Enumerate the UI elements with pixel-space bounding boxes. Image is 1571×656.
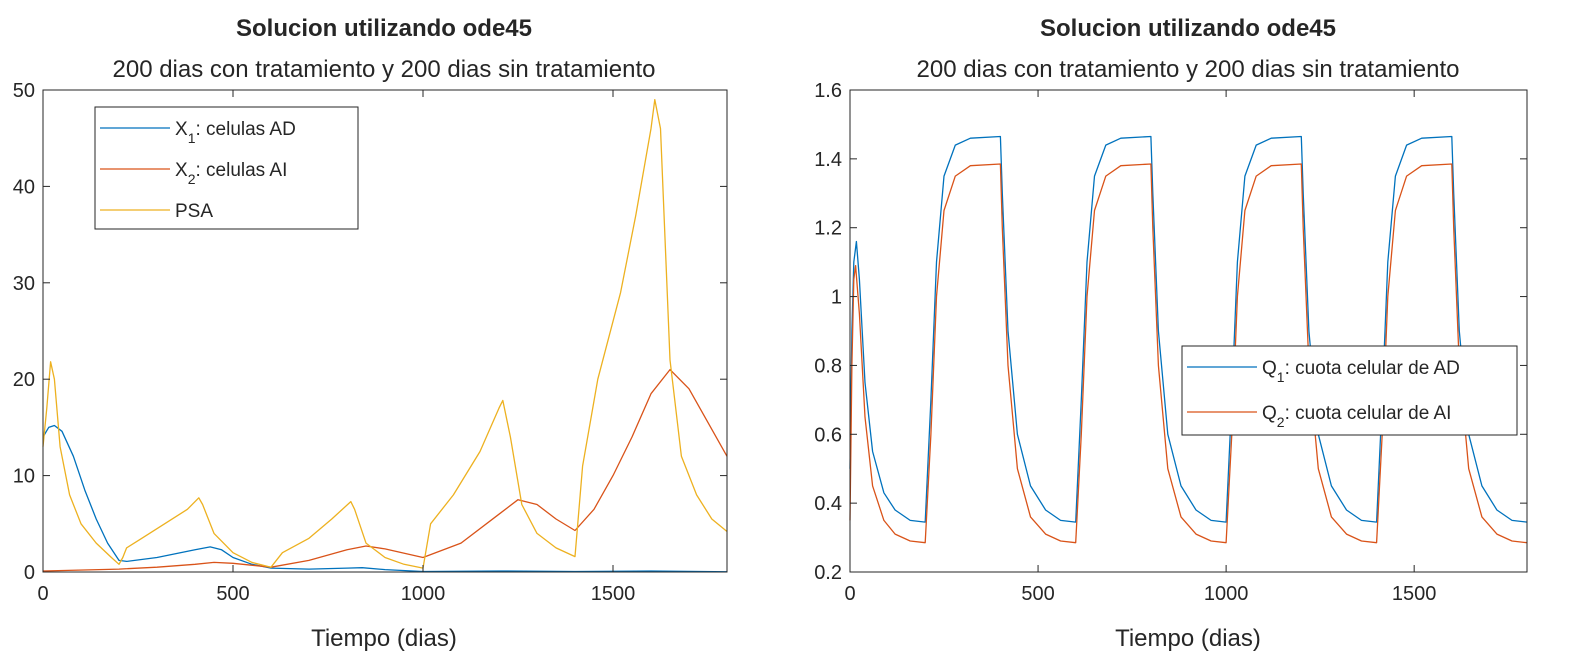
chart-right-legend-box <box>1181 345 1518 436</box>
c0-series-line-1 <box>42 424 728 573</box>
chart-left-axes-box <box>42 89 728 573</box>
c0-xtick-label: 1000 <box>401 583 446 605</box>
c0-xtick-label: 500 <box>216 583 249 605</box>
c0-ytick-label: 10 <box>13 466 35 488</box>
c0-legend-label-1: X1: celulas AD <box>175 119 296 146</box>
c1-ytick-label: 0.6 <box>814 424 842 446</box>
chart-right-axes-box <box>849 89 1528 573</box>
c0-xtick-label: 0 <box>37 583 48 605</box>
c0-ytick-label: 0 <box>24 562 35 584</box>
chart-left-title: Solucion utilizando ode45 <box>236 15 532 42</box>
chart-left-xlabel: Tiempo (dias) <box>311 625 457 652</box>
c0-legend-label-2: X2: celulas AI <box>175 160 287 187</box>
c1-ytick-label: 0.4 <box>814 493 842 515</box>
c0-ytick-label: 30 <box>13 273 35 295</box>
chart-left-series-layer <box>42 98 728 573</box>
c0-ytick-label: 20 <box>13 369 35 391</box>
c1-ytick-label: 1.4 <box>814 149 842 171</box>
chart-right-series-layer <box>849 135 1528 544</box>
c1-xtick-label: 1000 <box>1204 583 1249 605</box>
chart-left-ticks: 0 500 1000 1500 0 10 20 30 40 50 <box>13 80 727 605</box>
chart-left-subtitle: 200 dias con tratamiento y 200 dias sin … <box>113 56 656 83</box>
c0-ytick-label: 40 <box>13 176 35 198</box>
chart-right-plot-area <box>850 90 1527 572</box>
chart-right-ticks: 0 500 1000 1500 0.2 0.4 0.6 0.8 1 1.2 1.4 1.6 <box>814 80 1527 605</box>
c1-xtick-label: 1500 <box>1392 583 1437 605</box>
c1-series-line-2 <box>849 163 1528 544</box>
c1-xtick-label: 0 <box>844 583 855 605</box>
c1-ytick-label: 1.6 <box>814 80 842 102</box>
c1-ytick-label: 1 <box>831 287 842 309</box>
c1-ytick-label: 1.2 <box>814 218 842 240</box>
c1-legend-label-2: Q2: cuota celular de AI <box>1262 403 1451 430</box>
chart-right-subtitle: 200 dias con tratamiento y 200 dias sin … <box>917 56 1460 83</box>
chart-left: Solucion utilizando ode45 200 dias con t… <box>13 15 728 652</box>
chart-left-legend: X1: celulas AD X2: celulas AI PSA <box>94 106 359 230</box>
c1-legend-label-1: Q1: cuota celular de AD <box>1262 358 1460 385</box>
c0-xtick-label: 1500 <box>591 583 636 605</box>
chart-right-legend: Q1: cuota celular de AD Q2: cuota celular… <box>1181 345 1518 436</box>
chart-left-legend-box <box>94 106 359 230</box>
c1-xtick-label: 500 <box>1021 583 1054 605</box>
chart-right-title: Solucion utilizando ode45 <box>1040 15 1336 42</box>
c1-ytick-label: 0.8 <box>814 355 842 377</box>
chart-right-xlabel: Tiempo (dias) <box>1115 625 1261 652</box>
c0-ytick-label: 50 <box>13 80 35 102</box>
c0-series-line-2 <box>42 368 728 572</box>
c0-series-line-3 <box>42 98 728 569</box>
chart-right: Solucion utilizando ode45 200 dias con t… <box>814 15 1528 652</box>
c0-legend-label-3: PSA <box>175 201 213 222</box>
c1-ytick-label: 0.2 <box>814 562 842 584</box>
c1-series-line-1 <box>849 135 1528 523</box>
